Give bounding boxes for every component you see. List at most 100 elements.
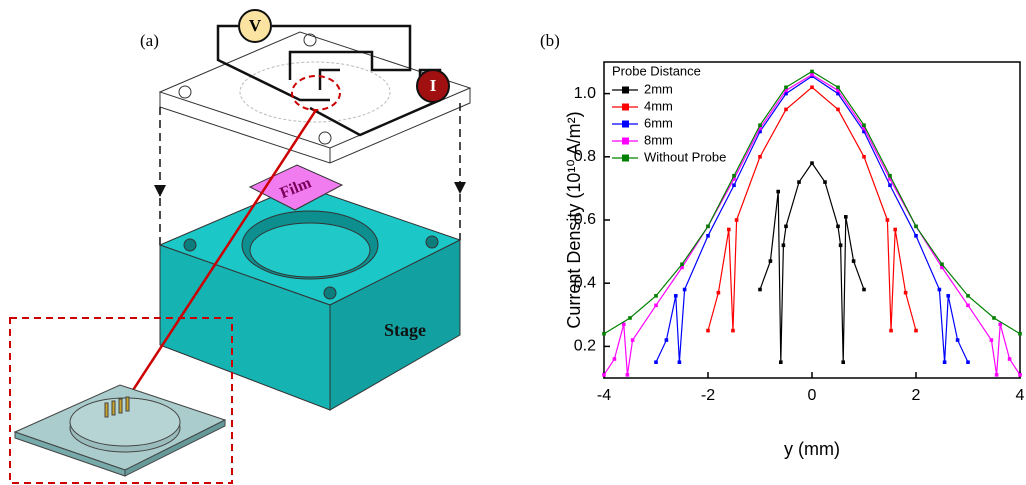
data-point: [903, 290, 908, 295]
data-point: [823, 180, 827, 184]
x-axis-label: y (mm): [784, 439, 840, 459]
stage-label: Stage: [384, 320, 426, 340]
series-line: [759, 162, 865, 363]
panel-label: (b): [540, 31, 560, 50]
data-point: [602, 373, 606, 377]
data-point: [677, 360, 682, 364]
voltmeter-label: V: [249, 16, 262, 35]
data-point: [940, 265, 944, 270]
data-point: [706, 328, 710, 333]
data-point: [836, 91, 840, 96]
x-tick-label: -4: [597, 387, 611, 404]
data-point: [994, 373, 999, 377]
data-point: [781, 243, 786, 248]
data-point: [630, 338, 635, 342]
legend-label: Without Probe: [644, 149, 726, 164]
arrow-head: [154, 185, 166, 197]
legend-marker: [622, 103, 629, 111]
data-point: [1007, 357, 1012, 361]
ammeter-label: I: [430, 76, 437, 95]
data-point: [862, 129, 866, 134]
drop-arrows: [159, 103, 461, 245]
data-point: [955, 338, 960, 342]
panel-label: (a): [140, 31, 159, 50]
zoom-arrow: [118, 109, 318, 411]
voltmeter: [238, 9, 272, 43]
legend-marker: [622, 120, 629, 128]
arrow-head: [454, 182, 466, 194]
data-point: [682, 287, 687, 292]
data-point: [731, 328, 735, 333]
data-point: [732, 173, 736, 178]
data-point: [810, 69, 814, 74]
y-tick-label: 1.0: [574, 85, 596, 102]
series-line: [707, 86, 917, 331]
x-tick-label: -2: [701, 387, 715, 404]
data-point: [758, 123, 762, 127]
data-point: [784, 107, 788, 112]
y-tick-label: 0.8: [574, 148, 596, 165]
data-point: [862, 123, 866, 127]
inset-stage: [13, 384, 227, 477]
y-axis-label: Current Density (10¹⁰ A/m²): [564, 111, 584, 328]
data-point: [914, 328, 918, 333]
data-point: [768, 259, 773, 263]
data-point: [966, 303, 970, 308]
legend-label: 8mm: [644, 132, 673, 147]
data-point: [664, 338, 669, 342]
data-point: [889, 328, 893, 333]
data-point: [989, 338, 994, 342]
legend-marker: [622, 137, 629, 145]
data-point: [758, 126, 762, 131]
y-tick-label: 0.6: [574, 211, 596, 228]
data-point: [758, 129, 762, 134]
data-point: [779, 360, 783, 364]
data-point: [673, 294, 678, 298]
data-point: [797, 180, 801, 184]
data-point: [810, 161, 814, 165]
data-point: [1018, 331, 1022, 336]
data-point: [966, 360, 970, 364]
legend-marker: [622, 86, 629, 94]
data-point: [851, 259, 856, 263]
data-point: [734, 218, 739, 222]
data-point: [625, 373, 630, 377]
data-point: [654, 360, 658, 364]
data-point: [888, 183, 892, 188]
legend-label: 4mm: [644, 98, 673, 113]
data-point: [810, 72, 814, 77]
data-point: [706, 224, 710, 229]
data-point: [914, 224, 918, 229]
top-plate: [158, 31, 472, 164]
data-point: [942, 360, 947, 364]
data-point: [836, 224, 840, 229]
data-point: [706, 234, 710, 238]
legend-marker: [622, 154, 629, 162]
x-tick-label: 0: [808, 387, 817, 404]
data-point: [732, 183, 736, 188]
data-point: [893, 227, 897, 232]
ammeter: [416, 69, 450, 103]
data-point: [844, 215, 848, 219]
data-point: [862, 155, 866, 159]
data-point: [862, 287, 866, 292]
data-point: [732, 177, 736, 181]
data-point: [628, 316, 632, 320]
data-point: [946, 294, 951, 298]
data-point: [612, 357, 617, 361]
data-point: [716, 290, 721, 295]
data-point: [966, 294, 970, 298]
data-point: [776, 189, 780, 194]
data-point: [810, 85, 814, 90]
data-point: [621, 322, 626, 327]
data-point: [862, 126, 866, 131]
data-point: [727, 227, 731, 232]
data-point: [654, 303, 658, 308]
data-point: [758, 155, 762, 159]
chart: -4 -2 0 2 4 0.2 0.4 0.6 0.8 1.0 Probe Distance 2mm 4…: [574, 61, 1025, 404]
legend-label: 6mm: [644, 115, 673, 130]
data-point: [888, 173, 892, 178]
data-point: [841, 360, 845, 364]
